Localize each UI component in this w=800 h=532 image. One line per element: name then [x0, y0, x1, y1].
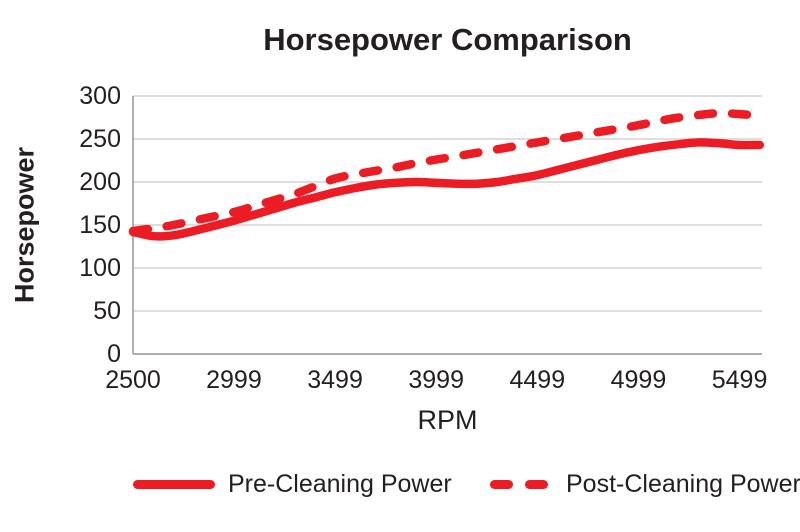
x-tick-label: 4999	[610, 366, 667, 394]
y-tick-label: 250	[79, 125, 121, 153]
y-tick-label: 100	[79, 254, 121, 282]
y-tick-label: 200	[79, 168, 121, 196]
legend-item-post-cleaning: Post-Cleaning Power	[490, 468, 800, 500]
legend-label-post-cleaning: Post-Cleaning Power	[566, 469, 800, 498]
y-tick-label: 150	[79, 211, 121, 239]
y-tick-label: 0	[107, 340, 121, 368]
dashed-line-swatch-icon	[490, 479, 548, 489]
legend-item-pre-cleaning: Pre-Cleaning Power	[133, 468, 452, 500]
x-tick-label: 3499	[307, 366, 363, 394]
x-tick-label: 5499	[711, 366, 768, 394]
x-tick-label: 2999	[206, 366, 262, 394]
chart-title: Horsepower Comparison	[263, 22, 632, 57]
x-axis-title: RPM	[417, 405, 478, 435]
legend-label-pre-cleaning: Pre-Cleaning Power	[228, 469, 452, 498]
y-tick-label: 50	[93, 297, 121, 325]
x-tick-label: 4499	[509, 366, 566, 394]
solid-line-swatch-icon	[133, 479, 215, 489]
solid-series-line	[128, 138, 765, 241]
x-tick-label: 2500	[105, 366, 161, 394]
x-tick-label: 3999	[408, 366, 464, 394]
dashed-series-line	[128, 108, 765, 236]
y-tick-label: 300	[79, 82, 121, 110]
